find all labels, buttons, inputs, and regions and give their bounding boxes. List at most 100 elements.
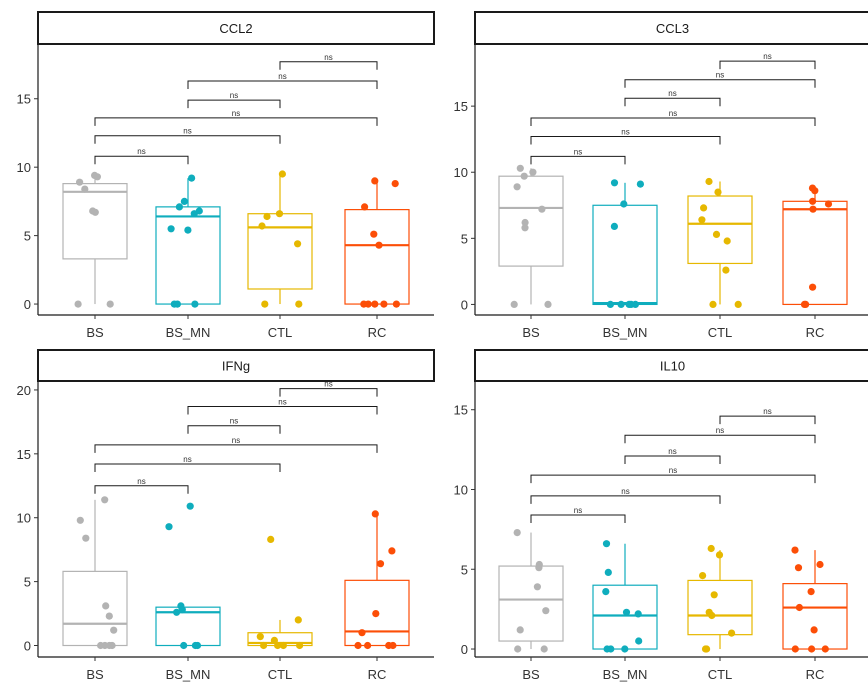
significance-bracket: ns	[530, 128, 721, 145]
data-point	[91, 208, 99, 216]
data-point	[371, 510, 379, 518]
significance-label: ns	[668, 447, 676, 456]
box-body	[498, 175, 564, 267]
significance-bracket: ns	[530, 506, 626, 524]
significance-label: ns	[668, 89, 676, 98]
facet-strip	[474, 11, 868, 45]
box-body	[155, 606, 221, 647]
y-tick-label: 20	[17, 383, 31, 398]
data-point	[620, 200, 628, 208]
data-point	[610, 222, 619, 230]
data-point	[361, 203, 369, 211]
y-tick-label: 15	[454, 403, 468, 418]
significance-bracket: ns	[187, 91, 281, 109]
significance-label: ns	[183, 455, 191, 464]
data-point	[513, 529, 521, 537]
data-point	[370, 230, 378, 238]
bracket-line	[719, 415, 816, 425]
box-BS_MN	[155, 606, 221, 647]
significance-label: ns	[137, 147, 145, 156]
data-point	[516, 164, 524, 172]
data-point	[165, 523, 173, 531]
y-tick-label: 0	[461, 297, 468, 312]
data-point	[110, 626, 118, 634]
data-point	[606, 300, 615, 308]
data-point	[93, 173, 101, 181]
box-BS_MN	[155, 178, 221, 305]
bracket-line	[279, 388, 378, 397]
significance-bracket: ns	[530, 487, 721, 504]
significance-label: ns	[669, 466, 677, 475]
significance-bracket: ns	[94, 127, 281, 144]
data-point	[380, 300, 388, 308]
data-point	[188, 174, 196, 182]
bracket-line	[530, 495, 721, 504]
significance-label: ns	[621, 128, 629, 137]
data-point	[193, 641, 202, 650]
data-point	[521, 224, 529, 232]
y-tick-label: 15	[17, 447, 31, 462]
facet-title: CCL2	[219, 21, 252, 36]
bracket-line	[187, 80, 378, 89]
data-point	[824, 200, 833, 208]
facet-title: IL10	[660, 359, 685, 374]
data-point	[360, 300, 368, 308]
box-body	[782, 583, 848, 650]
y-tick-label: 0	[24, 639, 31, 654]
facet-title: CCL3	[656, 21, 689, 36]
bracket-line	[624, 455, 721, 464]
data-point	[794, 564, 803, 572]
data-point	[105, 612, 113, 620]
data-point	[97, 641, 105, 650]
panel-0: CCL2 0 5 10 15 BS BS_MN CTL RC ns ns ns ns ns ns	[17, 11, 435, 340]
data-point	[260, 641, 268, 650]
significance-label: ns	[230, 91, 238, 100]
box-body	[498, 565, 564, 642]
data-point	[371, 177, 379, 185]
data-point	[278, 170, 286, 178]
data-point	[723, 237, 731, 245]
data-point	[795, 603, 804, 612]
data-point	[520, 172, 528, 180]
data-point	[734, 300, 742, 308]
significance-label: ns	[232, 436, 240, 445]
significance-bracket: ns	[530, 109, 816, 127]
panel-1: CCL3 0 5 10 15 BS BS_MN CTL RC ns ns ns ns ns ns	[454, 11, 868, 340]
panel-3: IL10 0 5 10 15 BS BS_MN CTL RC ns ns ns ns ns ns	[454, 349, 868, 682]
x-tick-label: RC	[368, 325, 387, 340]
data-point	[294, 616, 302, 624]
data-point	[791, 546, 799, 554]
data-point	[81, 185, 89, 193]
data-point	[708, 611, 716, 620]
data-point	[811, 187, 819, 195]
y-tick-label: 10	[454, 165, 468, 180]
box-body	[155, 206, 221, 305]
x-tick-label: CTL	[708, 667, 733, 682]
y-tick-label: 5	[461, 231, 468, 246]
data-point	[190, 210, 198, 218]
significance-label: ns	[669, 109, 677, 118]
data-point	[256, 633, 264, 641]
significance-bracket: ns	[279, 380, 378, 397]
x-tick-label: BS	[522, 325, 540, 340]
box-RC	[782, 550, 848, 650]
box-RC	[344, 513, 410, 647]
data-point	[76, 516, 84, 524]
data-point	[371, 300, 379, 308]
data-point	[533, 583, 542, 591]
x-tick-label: BS_MN	[603, 325, 648, 340]
data-point	[388, 547, 396, 555]
data-point	[76, 178, 84, 186]
significance-label: ns	[716, 426, 724, 435]
data-point	[295, 300, 303, 308]
y-tick-label: 10	[454, 482, 468, 497]
data-point	[809, 283, 817, 291]
data-point	[391, 180, 399, 188]
data-point	[372, 610, 380, 618]
y-tick-label: 15	[17, 92, 31, 107]
bracket-line	[530, 514, 626, 524]
facet-strip	[474, 349, 868, 382]
box-body	[592, 204, 658, 306]
data-point	[184, 226, 192, 234]
